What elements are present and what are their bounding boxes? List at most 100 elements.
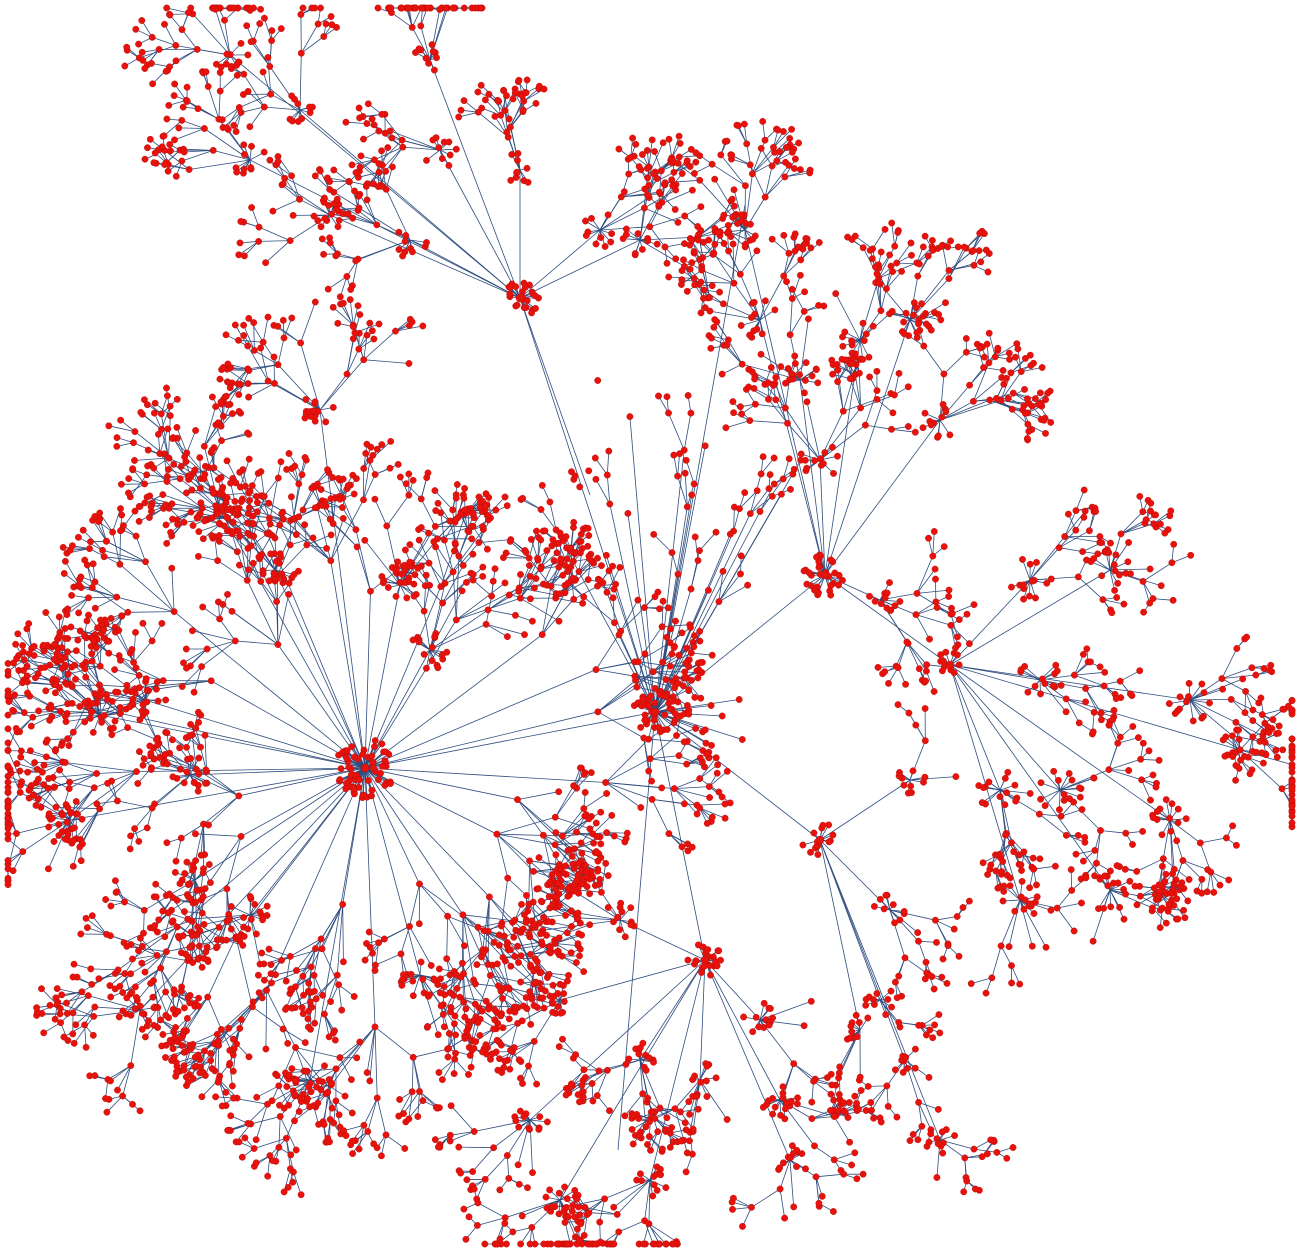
edge-3334 <box>731 154 751 166</box>
node-363 <box>375 939 382 947</box>
edge-3562 <box>1189 699 1237 723</box>
edge-68 <box>364 767 606 783</box>
edge-204 <box>496 833 530 862</box>
edge-91 <box>674 778 700 789</box>
node-355 <box>397 950 405 958</box>
edge-1337 <box>595 669 635 677</box>
node-97 <box>692 725 699 732</box>
node-150 <box>586 825 594 833</box>
edge-3677 <box>949 579 1031 666</box>
edge-843 <box>70 787 95 813</box>
edge-804 <box>61 788 70 814</box>
edge-516 <box>338 984 343 1011</box>
edge-2163 <box>435 546 446 584</box>
edge-2956 <box>891 428 916 433</box>
edge-1604 <box>12 851 24 871</box>
edge-3611 <box>949 664 1171 821</box>
edge-2846 <box>181 29 198 50</box>
edge-3147 <box>1010 358 1026 374</box>
edge-2968 <box>725 420 750 429</box>
edge-541 <box>295 1047 340 1058</box>
node-174 <box>530 868 537 875</box>
edge-2830 <box>152 36 176 46</box>
edge-3459 <box>1005 833 1025 853</box>
node-430 <box>416 1088 423 1095</box>
node-398 <box>276 1101 283 1109</box>
edge-192 <box>554 844 579 864</box>
node-415 <box>328 1104 336 1112</box>
edge-1960 <box>144 478 181 485</box>
node-68 <box>678 843 686 851</box>
edge-1769 <box>253 1137 287 1149</box>
edge-258 <box>500 990 524 1007</box>
edge-1597 <box>22 819 71 852</box>
edge-1916 <box>260 471 265 497</box>
edge-3573 <box>1189 699 1233 737</box>
edge-647 <box>235 936 253 1007</box>
node-34 <box>369 758 377 766</box>
node-219 <box>603 829 611 836</box>
edge-2390 <box>366 199 378 225</box>
edge-1845 <box>274 569 366 769</box>
edge-2250 <box>549 501 557 530</box>
edge-976 <box>112 508 121 533</box>
edge-1029 <box>260 581 277 602</box>
edge-318 <box>541 971 569 976</box>
edge-488 <box>314 998 317 1024</box>
edge-80 <box>674 788 710 798</box>
edge-998 <box>206 640 236 650</box>
edge-826 <box>11 769 38 774</box>
node-136 <box>610 832 618 840</box>
edge-3569 <box>1235 721 1254 738</box>
node-438 <box>419 1097 427 1105</box>
edge-654 <box>218 1028 241 1046</box>
node-257 <box>446 989 454 997</box>
edge-1645 <box>123 932 144 944</box>
edge-153 <box>517 791 559 800</box>
edge-2261 <box>677 453 680 477</box>
edge-1194 <box>440 529 484 587</box>
node-53 <box>382 748 389 756</box>
edge-554 <box>265 990 267 1050</box>
node-85 <box>696 775 704 782</box>
edge-117 <box>364 767 518 800</box>
edge-1491 <box>67 711 92 714</box>
edge-2274 <box>594 457 608 476</box>
node-38 <box>377 769 384 777</box>
edge-2501 <box>197 108 220 120</box>
edge-1915 <box>253 496 265 537</box>
edge-1116 <box>363 447 372 469</box>
edge-667 <box>160 1019 183 1037</box>
node-175 <box>592 819 600 827</box>
node-154 <box>570 782 577 790</box>
edge-3594 <box>1221 667 1253 679</box>
edge-3644 <box>1210 872 1215 893</box>
edge-1316 <box>662 624 690 628</box>
edge-2608 <box>599 197 650 231</box>
node-443 <box>409 1053 417 1061</box>
edge-2639 <box>621 191 660 198</box>
edge-997 <box>193 666 202 693</box>
edge-986 <box>67 597 89 610</box>
edge-793 <box>200 824 204 856</box>
edge-279 <box>530 935 547 955</box>
edge-2432 <box>269 159 286 179</box>
edge-1818 <box>110 1065 132 1082</box>
edge-1966 <box>160 413 169 459</box>
edge-2504 <box>439 149 521 299</box>
node-40 <box>335 751 342 759</box>
edge-2319 <box>654 459 802 713</box>
edge-767 <box>206 771 240 797</box>
edge-3597 <box>1221 674 1256 679</box>
edge-3155 <box>1017 348 1022 372</box>
edge-1825 <box>88 995 141 1011</box>
edge-3518 <box>1100 830 1126 834</box>
edge-2050 <box>260 347 269 382</box>
edge-466 <box>385 1134 406 1149</box>
node-16 <box>368 752 376 760</box>
node-33 <box>371 743 378 750</box>
edge-933 <box>173 611 366 769</box>
node-158 <box>523 892 530 899</box>
edge-3543 <box>1108 758 1141 770</box>
edge-1809 <box>122 1065 132 1097</box>
